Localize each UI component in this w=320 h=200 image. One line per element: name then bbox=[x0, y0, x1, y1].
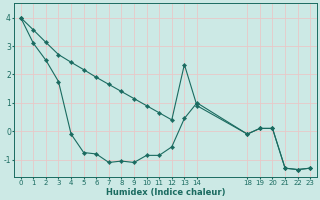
X-axis label: Humidex (Indice chaleur): Humidex (Indice chaleur) bbox=[106, 188, 225, 197]
